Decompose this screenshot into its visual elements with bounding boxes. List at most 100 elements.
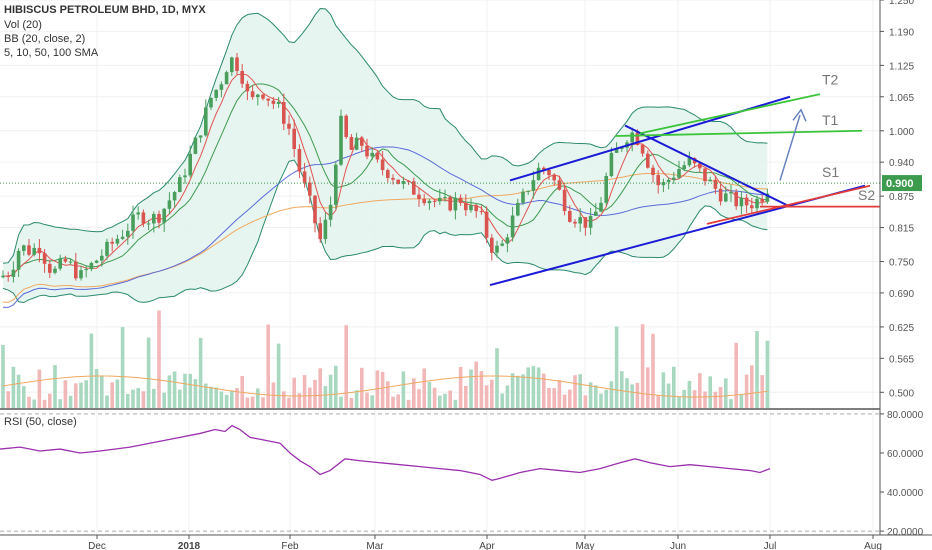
- volume-bar: [588, 382, 593, 408]
- volume-bar: [750, 365, 754, 408]
- candle-body: [375, 152, 380, 160]
- candle-body: [750, 205, 754, 209]
- candle-body: [401, 181, 406, 184]
- candle-body: [146, 223, 151, 225]
- target-arrowhead: [792, 108, 807, 122]
- annotation-t2: T2: [822, 71, 839, 87]
- candle-body: [583, 217, 588, 228]
- price-tick-label: 1.065: [889, 93, 914, 104]
- time-tick-label: 2018: [178, 541, 201, 550]
- rsi-tick-label: 40.0000: [887, 488, 924, 499]
- volume-bar: [573, 375, 577, 408]
- volume-bar: [84, 380, 88, 408]
- volume-bar: [495, 348, 499, 408]
- rsi-tick-label: 20.0000: [887, 527, 924, 538]
- candle-body: [360, 137, 364, 146]
- candle-body: [542, 167, 546, 170]
- volume-bar: [432, 387, 437, 408]
- candle-body: [635, 132, 640, 145]
- volume-bar: [100, 375, 104, 408]
- candle-body: [344, 115, 348, 137]
- volume-bar: [302, 375, 307, 408]
- volume-bar: [209, 386, 213, 408]
- indicator-vol: Vol (20): [4, 19, 42, 31]
- current-price-badge: [882, 175, 922, 192]
- candle-body: [230, 57, 234, 73]
- candle-body: [287, 123, 291, 129]
- volume-bar: [640, 324, 645, 408]
- volume-bar: [401, 371, 406, 408]
- candle-body: [266, 98, 270, 101]
- time-tick-label: Feb: [281, 541, 299, 550]
- volume-bar: [68, 395, 73, 408]
- candle-body: [599, 202, 603, 212]
- rsi-tick-label: 80.0000: [887, 410, 924, 421]
- price-tick-label: 1.125: [889, 61, 914, 72]
- volume-bar: [464, 385, 468, 408]
- price-tick-label: 0.750: [889, 258, 914, 269]
- candle-body: [609, 152, 614, 177]
- annotations: T2 T1 S1 S2: [822, 71, 875, 203]
- candle-body: [505, 237, 510, 244]
- descending-trendline: [624, 124, 791, 208]
- volume-bar: [349, 397, 354, 408]
- candle-body: [406, 181, 411, 183]
- candle-body: [120, 236, 125, 239]
- candle-body: [16, 250, 21, 270]
- volume-bar: [547, 387, 551, 408]
- candle-body: [427, 200, 432, 204]
- bollinger-bands: [2, 8, 768, 304]
- volume-bar: [755, 331, 759, 408]
- candle-body: [292, 128, 296, 149]
- candle-body: [115, 238, 120, 244]
- volume-bar: [562, 394, 567, 408]
- candle-body: [708, 179, 712, 182]
- volume-bar: [630, 384, 634, 408]
- volume-bar: [469, 369, 473, 408]
- candle-body: [79, 270, 83, 279]
- volume-bar: [677, 396, 681, 408]
- candle-body: [297, 148, 302, 172]
- volume-bar: [224, 394, 229, 408]
- candle-body: [495, 245, 499, 253]
- candle-body: [219, 84, 224, 90]
- volume-bar: [718, 386, 723, 408]
- candle-body: [141, 212, 146, 224]
- volume-bar: [79, 382, 83, 408]
- candle-body: [412, 181, 416, 195]
- candle-body: [474, 205, 478, 212]
- candle-body: [594, 211, 598, 216]
- candle-body: [734, 191, 738, 207]
- volume-bar: [318, 368, 322, 408]
- candle-body: [469, 205, 473, 211]
- volume-bar: [110, 382, 114, 408]
- candle-body: [74, 261, 78, 279]
- volume-bar: [58, 399, 62, 408]
- candle-body: [22, 245, 26, 251]
- volume-bar: [651, 333, 655, 408]
- volume-bar: [105, 395, 109, 408]
- volume-bar: [313, 379, 317, 408]
- volume-bar: [74, 383, 78, 408]
- s1-red-line: [706, 184, 871, 225]
- candle-body: [557, 180, 562, 190]
- rsi-pane: [0, 408, 880, 532]
- indicator-sma: 5, 10, 50, 100 SMA: [4, 47, 99, 59]
- time-tick-label: Aug: [864, 541, 882, 550]
- candle-body: [614, 148, 619, 153]
- volume-bar: [417, 389, 421, 408]
- candle-body: [1, 275, 5, 278]
- volume-bar: [692, 390, 697, 408]
- candle-body: [422, 198, 426, 204]
- volume-bar: [261, 397, 265, 408]
- candle-body: [214, 89, 218, 98]
- candle-body: [131, 214, 135, 231]
- volume-bar: [739, 393, 744, 408]
- price-tick-label: 1.250: [889, 0, 914, 7]
- volume-bar: [698, 373, 702, 408]
- price-tick-label: 0.815: [889, 224, 914, 235]
- volume-bar: [453, 399, 458, 408]
- candle-body: [235, 57, 239, 71]
- candle-body: [661, 182, 666, 186]
